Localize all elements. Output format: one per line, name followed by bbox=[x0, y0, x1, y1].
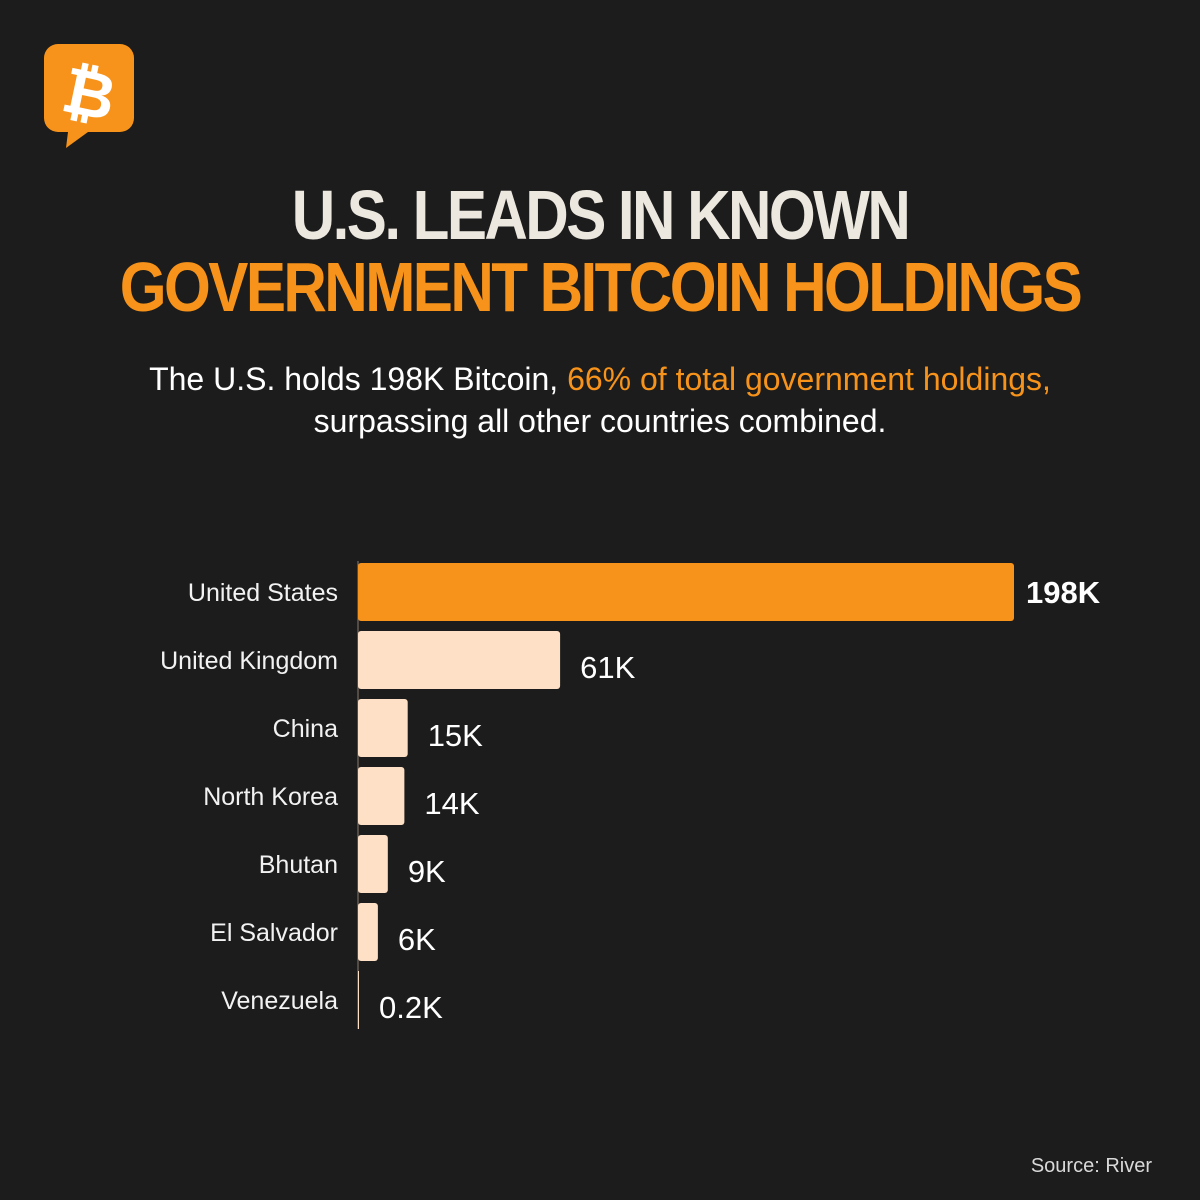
subtitle-highlight: 66% of total government holdings, bbox=[567, 361, 1051, 397]
subtitle-part-2: surpassing all other countries combined. bbox=[313, 403, 887, 439]
title-line-2: GOVERNMENT BITCOIN HOLDINGS bbox=[119, 248, 1083, 326]
subtitle: The U.S. holds 198K Bitcoin, 66% of tota… bbox=[0, 358, 1200, 442]
value-label: 0.2K bbox=[379, 990, 443, 1025]
category-label: Bhutan bbox=[259, 851, 338, 879]
category-label: Venezuela bbox=[221, 987, 338, 1015]
category-label: United Kingdom bbox=[160, 647, 338, 675]
value-label: 198K bbox=[1026, 575, 1101, 610]
bar bbox=[358, 631, 561, 689]
subtitle-part-1: The U.S. holds 198K Bitcoin, bbox=[149, 361, 568, 397]
value-label: 14K bbox=[424, 786, 479, 821]
value-label: 15K bbox=[428, 718, 483, 753]
bitcoin-logo-icon: ₿ bbox=[44, 44, 134, 148]
bar bbox=[358, 835, 388, 893]
bar bbox=[358, 767, 405, 825]
bar bbox=[358, 971, 359, 1029]
category-label: El Salvador bbox=[210, 919, 338, 947]
value-label: 6K bbox=[398, 922, 436, 957]
title-line-1: U.S. LEADS IN KNOWN bbox=[291, 176, 911, 254]
category-label: China bbox=[273, 715, 338, 743]
value-label: 61K bbox=[580, 650, 635, 685]
source-label: Source: River bbox=[1030, 1155, 1152, 1177]
category-label: United States bbox=[188, 579, 338, 607]
category-label: North Korea bbox=[203, 783, 338, 811]
bar bbox=[358, 563, 1014, 621]
bar bbox=[358, 699, 408, 757]
bar bbox=[358, 903, 378, 961]
value-label: 9K bbox=[408, 854, 446, 889]
